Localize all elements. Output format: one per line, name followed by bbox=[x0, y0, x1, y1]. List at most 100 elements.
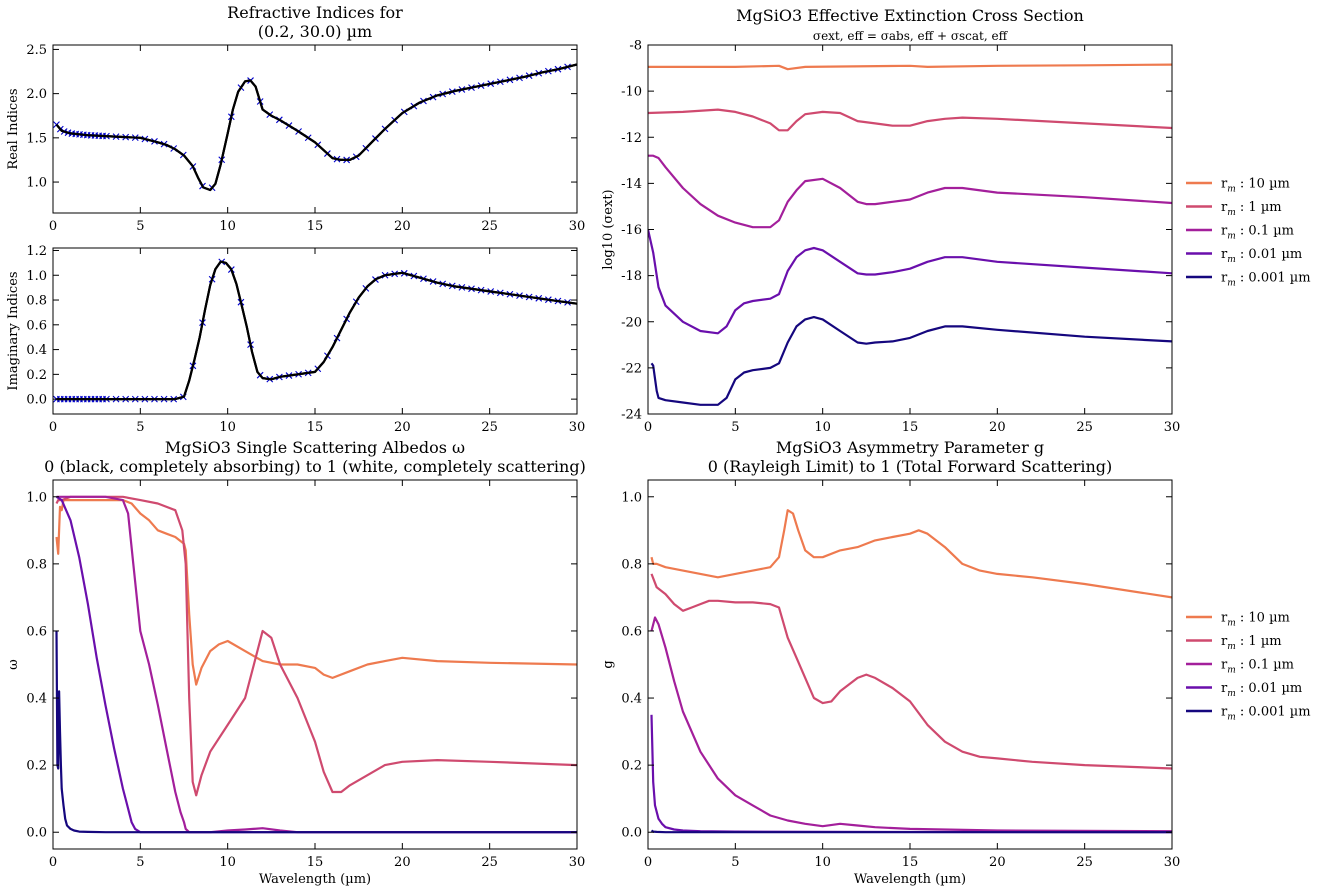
legend-prefix: r bbox=[1221, 200, 1228, 215]
chart-title: Refractive Indices for bbox=[227, 3, 403, 22]
x-tick-label: 20 bbox=[394, 855, 411, 870]
series-line-fit bbox=[56, 260, 577, 401]
series-group bbox=[650, 509, 1172, 834]
chart-title: 0 (Rayleigh Limit) to 1 (Total Forward S… bbox=[708, 457, 1113, 476]
y-tick-label: 0.8 bbox=[26, 557, 47, 572]
x-tick-label: 5 bbox=[731, 855, 739, 870]
x-tick-label: 15 bbox=[902, 420, 919, 435]
legend-subscript: m bbox=[1227, 666, 1236, 676]
legend-prefix: r bbox=[1221, 658, 1228, 673]
y-tick-label: 0.0 bbox=[26, 826, 47, 841]
y-tick-label: -10 bbox=[621, 85, 642, 100]
y-axis-label: log10 (σext) bbox=[601, 189, 616, 269]
legend-label: rm : 1 µm bbox=[1221, 634, 1282, 652]
legend-prefix: r bbox=[1221, 611, 1228, 626]
series-line-r0001 bbox=[650, 316, 1172, 406]
x-tick-label: 10 bbox=[219, 219, 236, 234]
legend-label: rm : 0.1 µm bbox=[1221, 224, 1294, 242]
x-tick-label: 30 bbox=[569, 219, 586, 234]
y-tick-label: -18 bbox=[621, 269, 642, 284]
legend-label: rm : 0.001 µm bbox=[1221, 271, 1311, 289]
x-tick-label: 20 bbox=[989, 855, 1006, 870]
y-tick-label: 0.2 bbox=[621, 759, 642, 774]
legend-text: : 1 µm bbox=[1236, 634, 1282, 649]
fit-line bbox=[55, 63, 577, 192]
legend-subscript: m bbox=[1227, 208, 1236, 218]
plot-frame bbox=[647, 479, 1173, 850]
legend-label: rm : 10 µm bbox=[1221, 177, 1290, 195]
y-axis-label: Real Indices bbox=[6, 88, 21, 169]
series-line-r01 bbox=[648, 154, 1172, 229]
chart-title: MgSiO3 Effective Extinction Cross Sectio… bbox=[736, 6, 1084, 25]
legend-prefix: r bbox=[1221, 634, 1228, 649]
chart-subtitle: σext, eff = σabs, eff + σscat, eff bbox=[813, 29, 1009, 43]
x-tick-label: 5 bbox=[731, 420, 739, 435]
x-axis-label: Wavelength (µm) bbox=[259, 872, 371, 887]
imaginary-indices-panel: 0 5 10 15 20 25 30 0.0 0.2 0.4 0.6 0.8 1.0 1.2 Imagina… bbox=[6, 244, 585, 435]
series-line-r01 bbox=[56, 495, 577, 834]
x-tick-label: 0 bbox=[644, 855, 652, 870]
y-tick-label: 0.0 bbox=[26, 393, 47, 408]
chart-title: MgSiO3 Asymmetry Parameter g bbox=[776, 438, 1044, 457]
legend-text: : 0.01 µm bbox=[1236, 681, 1303, 696]
legend-text: : 0.1 µm bbox=[1236, 658, 1294, 673]
y-tick-label: 0.2 bbox=[26, 368, 47, 383]
x-tick-label: 25 bbox=[1076, 855, 1093, 870]
chart-title: (0.2, 30.0) µm bbox=[258, 22, 372, 41]
legend-prefix: r bbox=[1221, 681, 1228, 696]
legend-subscript: m bbox=[1227, 619, 1236, 629]
legend-subscript: m bbox=[1227, 689, 1236, 699]
x-tick-label: 25 bbox=[481, 855, 498, 870]
plot-frame bbox=[52, 247, 578, 415]
y-tick-label: 0.8 bbox=[621, 557, 642, 572]
y-tick-label: -20 bbox=[621, 315, 642, 330]
legend-text: : 0.001 µm bbox=[1236, 705, 1311, 720]
legend-subscript: m bbox=[1227, 642, 1236, 652]
y-tick-label: -16 bbox=[621, 223, 642, 238]
series-line-r001 bbox=[648, 229, 1172, 335]
x-tick-label: 0 bbox=[49, 420, 57, 435]
x-tick-label: 15 bbox=[902, 855, 919, 870]
y-tick-label: 0.4 bbox=[26, 692, 47, 707]
legend-text: : 0.001 µm bbox=[1236, 271, 1311, 286]
chart-title: 0 (black, completely absorbing) to 1 (wh… bbox=[44, 457, 586, 476]
x-tick-label: 10 bbox=[219, 855, 236, 870]
x-tick-label: 5 bbox=[136, 855, 144, 870]
y-tick-label: -12 bbox=[621, 131, 642, 146]
series-group bbox=[55, 495, 577, 834]
y-tick-label: -14 bbox=[621, 177, 642, 192]
x-tick-label: 10 bbox=[814, 855, 831, 870]
y-tick-label: 0.4 bbox=[621, 692, 642, 707]
y-tick-label: 0.6 bbox=[621, 624, 642, 639]
series-group bbox=[648, 63, 1172, 406]
x-tick-label: 25 bbox=[1076, 420, 1093, 435]
legend-text: : 1 µm bbox=[1236, 200, 1282, 215]
x-tick-label: 20 bbox=[394, 219, 411, 234]
y-axis-label: ω bbox=[6, 659, 21, 670]
y-tick-label: -22 bbox=[621, 361, 642, 376]
x-tick-label: 20 bbox=[394, 420, 411, 435]
albedo-panel: 0 5 10 15 20 25 30 0.0 0.2 0.4 0.6 0.8 1.0 MgSiO3 Sin… bbox=[6, 438, 586, 887]
legend-prefix: r bbox=[1221, 705, 1228, 720]
series-line-r1 bbox=[648, 108, 1172, 132]
legend-text: : 10 µm bbox=[1236, 177, 1290, 192]
x-tick-label: 0 bbox=[644, 420, 652, 435]
y-tick-label: 1.0 bbox=[26, 490, 47, 505]
series-line-r1 bbox=[55, 495, 577, 797]
legend-label: rm : 10 µm bbox=[1221, 611, 1290, 629]
y-tick-label: 1.2 bbox=[26, 244, 47, 259]
series-line-r01 bbox=[650, 616, 1172, 833]
x-tick-label: 30 bbox=[1164, 855, 1181, 870]
plot-frame bbox=[647, 44, 1173, 415]
y-tick-label: 2.5 bbox=[26, 43, 47, 58]
y-tick-label: 1.0 bbox=[26, 176, 47, 191]
legend-subscript: m bbox=[1227, 713, 1236, 723]
x-tick-label: 0 bbox=[49, 855, 57, 870]
legend-subscript: m bbox=[1227, 232, 1236, 242]
legend-prefix: r bbox=[1221, 271, 1228, 286]
real-indices-panel: 0 5 10 15 20 25 30 1.0 1.5 2.0 2.5 Refractive Indic… bbox=[6, 3, 585, 234]
legend-prefix: r bbox=[1221, 177, 1228, 192]
legend-text: : 0.1 µm bbox=[1236, 224, 1294, 239]
x-tick-label: 15 bbox=[307, 420, 324, 435]
